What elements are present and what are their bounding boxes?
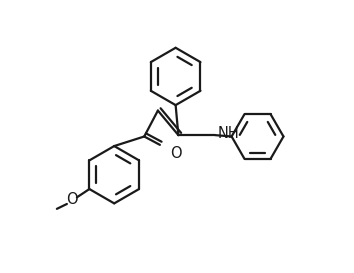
Text: O: O: [66, 192, 78, 207]
Text: NH: NH: [217, 126, 239, 141]
Text: O: O: [170, 146, 182, 161]
